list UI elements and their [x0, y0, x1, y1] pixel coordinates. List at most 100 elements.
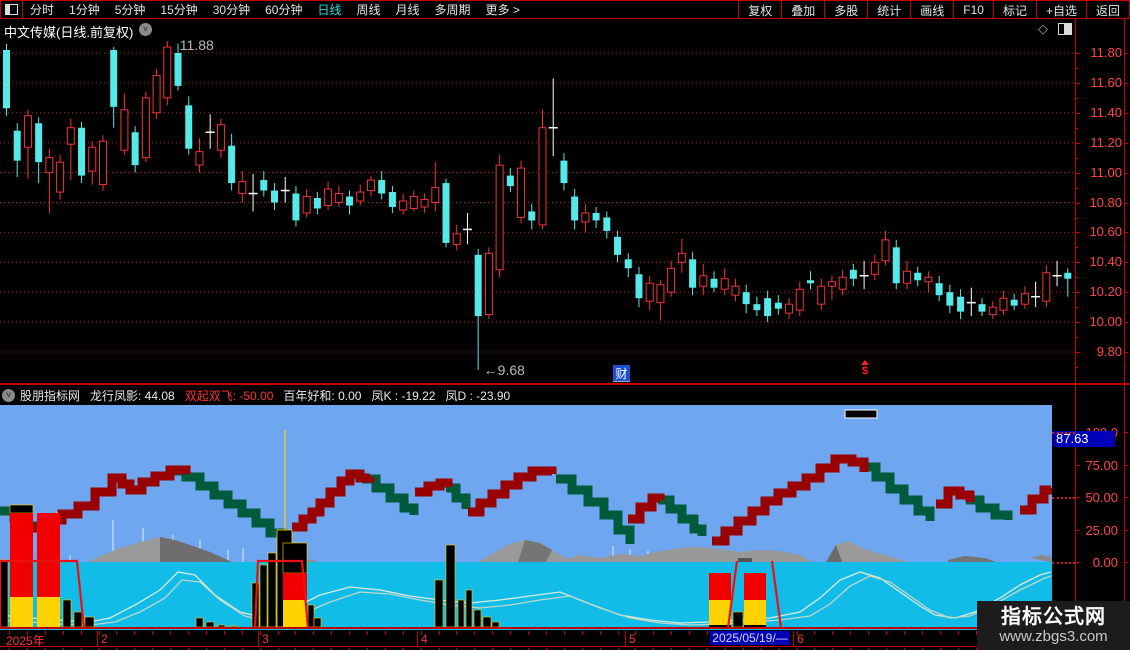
candle[interactable] — [238, 171, 247, 203]
candle[interactable] — [431, 162, 440, 212]
candle[interactable] — [785, 298, 794, 320]
candle[interactable] — [881, 230, 890, 266]
month-label[interactable]: 5 — [629, 632, 636, 646]
period-分时[interactable]: 分时 — [30, 3, 55, 17]
tool-标记[interactable]: 标记 — [992, 1, 1036, 18]
period-5分钟[interactable]: 5分钟 — [114, 3, 146, 17]
candle[interactable] — [710, 271, 718, 293]
candle[interactable] — [474, 248, 482, 370]
candle[interactable] — [538, 109, 547, 230]
candle[interactable] — [957, 289, 965, 320]
candle[interactable] — [110, 47, 118, 128]
month-label[interactable]: 4 — [421, 632, 428, 646]
candle[interactable] — [13, 123, 21, 178]
indicator-panel[interactable] — [0, 405, 1052, 630]
candle[interactable] — [409, 190, 418, 212]
candle[interactable] — [603, 211, 611, 239]
candle[interactable] — [260, 171, 268, 197]
tool-叠加[interactable]: 叠加 — [781, 1, 824, 18]
candle[interactable] — [271, 183, 278, 210]
candle[interactable] — [152, 69, 161, 119]
candle[interactable] — [1020, 286, 1029, 309]
candle[interactable] — [346, 190, 354, 215]
candle[interactable] — [807, 271, 814, 290]
candle[interactable] — [35, 117, 43, 184]
tool-F10[interactable]: F10 — [953, 1, 993, 18]
candle[interactable] — [817, 278, 826, 311]
candle[interactable] — [635, 266, 643, 308]
candle[interactable] — [677, 238, 686, 273]
candle[interactable] — [56, 154, 65, 200]
tool-返回[interactable]: 返回 — [1085, 1, 1129, 18]
candle[interactable] — [667, 260, 676, 297]
candle[interactable] — [324, 181, 333, 210]
candle[interactable] — [280, 177, 290, 203]
candle[interactable] — [420, 193, 429, 213]
candle[interactable] — [838, 269, 847, 296]
candle[interactable] — [23, 109, 32, 179]
candle[interactable] — [248, 174, 258, 212]
candle[interactable] — [442, 178, 450, 248]
candle[interactable] — [131, 126, 139, 173]
candle[interactable] — [174, 44, 182, 91]
candle[interactable] — [356, 184, 365, 206]
dividend-marker[interactable]: $ — [858, 360, 872, 377]
candle[interactable] — [795, 281, 804, 317]
candle[interactable] — [914, 266, 922, 287]
candle[interactable] — [292, 186, 300, 227]
candle[interactable] — [966, 287, 976, 317]
candle[interactable] — [302, 189, 311, 218]
candle[interactable] — [484, 247, 493, 320]
period-日线[interactable]: 日线 — [317, 3, 342, 17]
candle[interactable] — [1010, 293, 1018, 311]
candle[interactable] — [366, 175, 375, 197]
tool-统计[interactable]: 统计 — [867, 1, 910, 18]
candle[interactable] — [1064, 268, 1072, 297]
candle[interactable] — [645, 275, 654, 311]
candle[interactable] — [3, 44, 10, 116]
candle[interactable] — [720, 268, 729, 296]
split-view-icon[interactable] — [1058, 23, 1072, 35]
candle[interactable] — [45, 148, 54, 213]
candle[interactable] — [1042, 265, 1051, 308]
candle[interactable] — [774, 295, 782, 315]
period-更多 >[interactable]: 更多 > — [485, 3, 520, 17]
candle[interactable] — [870, 254, 879, 281]
candle[interactable] — [978, 298, 986, 317]
candle[interactable] — [185, 96, 193, 155]
candle[interactable] — [1052, 260, 1062, 287]
candle[interactable] — [66, 118, 75, 181]
tool-多股[interactable]: 多股 — [824, 1, 867, 18]
candle[interactable] — [764, 290, 772, 323]
candle[interactable] — [849, 263, 857, 287]
candle[interactable] — [859, 260, 869, 290]
candle[interactable] — [999, 290, 1008, 315]
candle[interactable] — [313, 192, 321, 215]
candle[interactable] — [548, 78, 558, 157]
candle[interactable] — [462, 212, 472, 245]
candle[interactable] — [946, 284, 954, 314]
candle[interactable] — [935, 275, 943, 302]
candle[interactable] — [571, 189, 579, 230]
candle[interactable] — [656, 280, 665, 321]
candle[interactable] — [378, 171, 386, 200]
period-周线[interactable]: 周线 — [356, 3, 381, 17]
month-label[interactable]: 2 — [101, 632, 108, 646]
window-icon-box[interactable] — [1, 1, 23, 18]
month-label[interactable]: 6 — [797, 632, 804, 646]
candle[interactable] — [334, 186, 343, 207]
diamond-icon[interactable]: ◇ — [1038, 21, 1048, 36]
candle[interactable] — [78, 121, 86, 184]
tool-复权[interactable]: 复权 — [738, 1, 781, 18]
month-label[interactable]: 3 — [262, 632, 269, 646]
period-15分钟[interactable]: 15分钟 — [160, 3, 198, 17]
candle[interactable] — [827, 275, 836, 300]
period-月线[interactable]: 月线 — [395, 3, 420, 17]
date-axis[interactable]: 2025年 2 3 4 5 6 2025/05/19/— — [0, 631, 1075, 648]
candle[interactable] — [592, 206, 600, 228]
candle[interactable] — [216, 118, 225, 158]
candle[interactable] — [1031, 281, 1041, 308]
news-badge[interactable]: 财 — [613, 365, 630, 382]
period-30分钟[interactable]: 30分钟 — [212, 3, 251, 17]
candle[interactable] — [388, 186, 396, 213]
